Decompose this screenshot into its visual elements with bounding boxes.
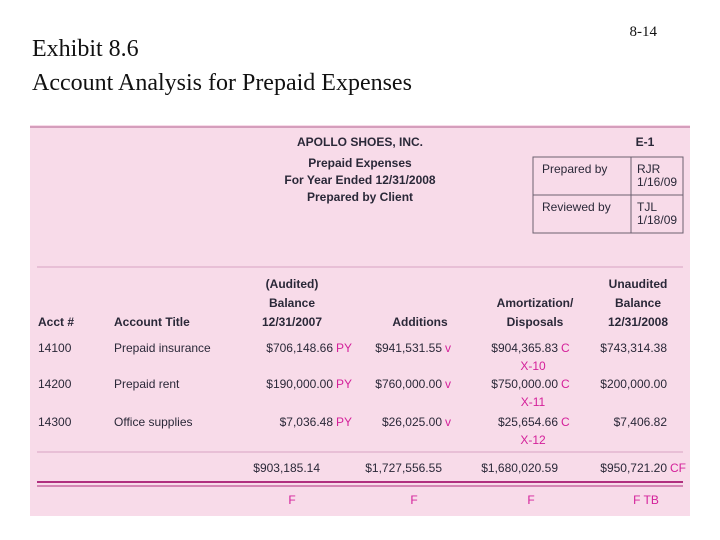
- tickmark: C: [561, 377, 570, 391]
- column-header: 12/31/2007: [262, 315, 322, 329]
- total: $950,721.20: [600, 461, 667, 475]
- column-header: Acct #: [38, 315, 74, 329]
- total: $1,680,020.59: [481, 461, 558, 475]
- amount: $750,000.00: [491, 377, 558, 391]
- cross-reference: X-12: [520, 433, 546, 447]
- acct-number: 14300: [38, 415, 72, 429]
- workpaper-panel: [30, 125, 690, 516]
- subtitle: For Year Ended 12/31/2008: [284, 173, 436, 187]
- cross-reference: X-11: [521, 395, 546, 409]
- total: $1,727,556.55: [365, 461, 442, 475]
- title-line: Account Analysis for Prepaid Expenses: [32, 70, 412, 96]
- column-header: Balance: [269, 296, 315, 310]
- subtitle: Prepaid Expenses: [308, 156, 412, 170]
- tickmark: PY: [336, 341, 352, 355]
- signoff-date: 1/18/09: [637, 213, 677, 227]
- tickmark: PY: [336, 415, 352, 429]
- tickmark: CF: [670, 461, 686, 475]
- amount: $190,000.00: [266, 377, 333, 391]
- amount: $743,314.38: [600, 341, 667, 355]
- tickmark: v: [445, 341, 451, 355]
- column-header: Unaudited: [609, 277, 668, 291]
- signoff-role: Reviewed by: [542, 200, 611, 214]
- column-header: Amortization/: [497, 296, 574, 310]
- tickmark: v: [445, 377, 451, 391]
- title-line: Exhibit 8.6: [32, 36, 139, 62]
- column-header: Account Title: [114, 315, 190, 329]
- signoff-initials: TJL: [637, 200, 657, 214]
- footing-mark: F: [410, 493, 417, 507]
- amount: $706,148.66: [266, 341, 333, 355]
- account-title: Office supplies: [114, 415, 193, 429]
- account-title: Prepaid rent: [114, 377, 180, 391]
- subtitle: Prepared by Client: [307, 190, 413, 204]
- footing-mark: F: [288, 493, 295, 507]
- column-header: Disposals: [507, 315, 564, 329]
- tickmark: C: [561, 341, 570, 355]
- column-header: Balance: [615, 296, 661, 310]
- footing-mark: F: [527, 493, 534, 507]
- total: $903,185.14: [253, 461, 320, 475]
- amount: $7,406.82: [614, 415, 668, 429]
- column-header: 12/31/2008: [608, 315, 668, 329]
- company: APOLLO SHOES, INC.: [297, 135, 423, 149]
- amount: $26,025.00: [382, 415, 442, 429]
- index: E-1: [636, 135, 655, 149]
- amount: $941,531.55: [375, 341, 442, 355]
- amount: $7,036.48: [280, 415, 334, 429]
- cross-reference: X-10: [520, 359, 546, 373]
- signoff-initials: RJR: [637, 162, 661, 176]
- amount: $200,000.00: [600, 377, 667, 391]
- amount: $904,365.83: [491, 341, 558, 355]
- page-number: 8-14: [630, 24, 658, 40]
- amount: $25,654.66: [498, 415, 558, 429]
- tickmark: PY: [336, 377, 352, 391]
- signoff-date: 1/16/09: [637, 175, 677, 189]
- tickmark: C: [561, 415, 570, 429]
- footing-mark: F TB: [633, 493, 659, 507]
- amount: $760,000.00: [375, 377, 442, 391]
- signoff-role: Prepared by: [542, 162, 607, 176]
- column-header: (Audited): [266, 277, 319, 291]
- acct-number: 14100: [38, 341, 72, 355]
- account-title: Prepaid insurance: [114, 341, 211, 355]
- tickmark: v: [445, 415, 451, 429]
- acct-number: 14200: [38, 377, 72, 391]
- column-header: Additions: [392, 315, 448, 329]
